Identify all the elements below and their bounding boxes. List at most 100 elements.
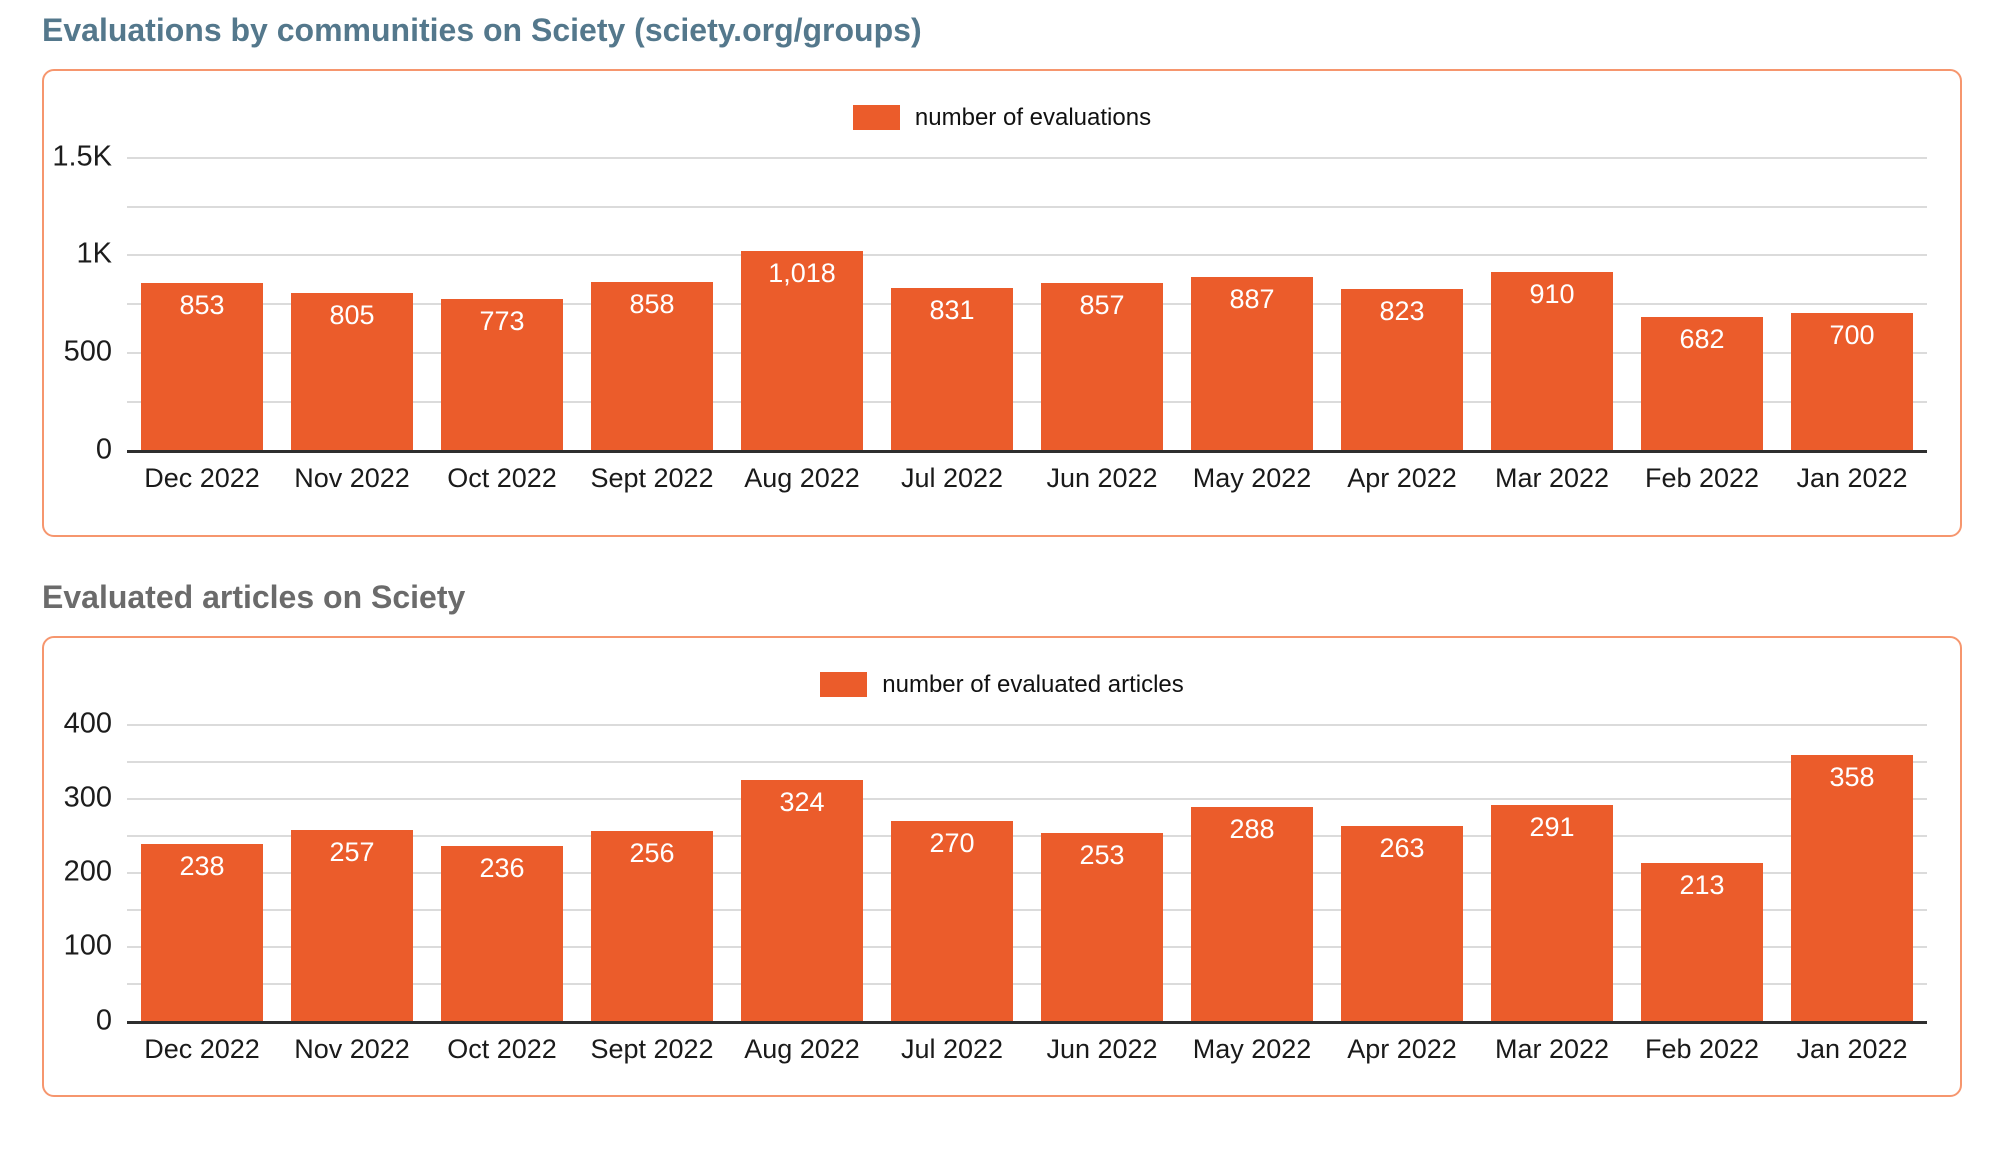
bar-value-label: 270 <box>929 827 975 858</box>
bars-area: 0 100 200 300 400 238 257 236 256 324 270 253 288 263… <box>64 709 1927 1035</box>
gridline <box>127 909 1927 912</box>
gridline <box>127 834 1927 837</box>
evaluations-chart: number of evaluations 0 500 1K 1.5K 853 805 77… <box>42 68 1962 537</box>
x-tick-label: Oct 2022 <box>447 1033 557 1064</box>
bar-value-label: 682 <box>1679 323 1725 354</box>
y-tick-label: 0 <box>95 433 112 466</box>
bar-value-label: 805 <box>329 299 375 330</box>
bar-value-label: 853 <box>179 289 225 320</box>
bar-mar-2022: 910 <box>1491 271 1613 450</box>
bar-value-label: 887 <box>1229 283 1275 314</box>
gridline <box>127 205 1927 208</box>
bar-aug-2022: 324 <box>741 779 863 1021</box>
evaluated-articles-legend: number of evaluated articles <box>44 670 1960 698</box>
y-tick-label: 100 <box>63 929 112 962</box>
bar-value-label: 700 <box>1829 319 1875 350</box>
bar-dec-2022: 853 <box>141 282 263 450</box>
bar-jun-2022: 857 <box>1041 282 1163 450</box>
x-tick-label: Jul 2022 <box>900 462 1004 493</box>
bar-feb-2022: 682 <box>1641 316 1763 450</box>
bar-may-2022: 887 <box>1191 276 1313 450</box>
bar-dec-2022: 238 <box>141 843 263 1021</box>
x-tick-label: Nov 2022 <box>294 1033 410 1064</box>
bar-jun-2022: 253 <box>1041 832 1163 1021</box>
legend-swatch-icon <box>852 105 900 131</box>
gridline <box>127 400 1927 403</box>
legend-label: number of evaluations <box>914 103 1152 131</box>
y-tick-label: 200 <box>63 855 112 888</box>
x-tick-label: Nov 2022 <box>294 462 410 493</box>
x-tick-label: May 2022 <box>1192 462 1312 493</box>
gridline <box>127 946 1927 949</box>
bar-jul-2022: 270 <box>891 820 1013 1021</box>
gridline <box>127 983 1927 986</box>
bar-oct-2022: 773 <box>441 298 563 450</box>
bar-apr-2022: 263 <box>1341 825 1463 1021</box>
bar-value-label: 823 <box>1379 295 1425 326</box>
bars-area: 0 500 1K 1.5K 853 805 773 858 1,018 831 857 887 823 9… <box>52 142 1927 464</box>
x-tick-label: Oct 2022 <box>447 462 557 493</box>
y-tick-label: 400 <box>63 707 112 740</box>
bar-nov-2022: 805 <box>291 292 413 450</box>
x-tick-label: Aug 2022 <box>744 1033 860 1064</box>
bar-sept-2022: 858 <box>591 281 713 450</box>
x-tick-label: Dec 2022 <box>144 462 260 493</box>
bar-value-label: 324 <box>779 786 825 817</box>
x-tick-label: Dec 2022 <box>144 1033 260 1064</box>
x-tick-label: Jan 2022 <box>1796 462 1908 493</box>
x-tick-label: Jan 2022 <box>1796 1033 1908 1064</box>
gridline <box>127 156 1927 159</box>
bar-value-label: 257 <box>329 836 375 867</box>
bar-value-label: 253 <box>1079 839 1125 870</box>
y-tick-label: 500 <box>63 335 112 368</box>
bar-value-label: 238 <box>179 850 225 881</box>
bar-apr-2022: 823 <box>1341 288 1463 450</box>
gridline <box>127 760 1927 763</box>
x-tick-label: Jul 2022 <box>900 1033 1004 1064</box>
y-tick-label: 1.5K <box>52 140 112 173</box>
y-tick-label: 1K <box>76 237 112 270</box>
gridline <box>127 723 1927 726</box>
bar-feb-2022: 213 <box>1641 862 1763 1021</box>
evaluated-articles-chart-title: Evaluated articles on Sciety <box>42 578 466 615</box>
evaluated-articles-chart: number of evaluated articles 0 100 200 300 4… <box>42 635 1962 1097</box>
bar-value-label: 857 <box>1079 289 1125 320</box>
bar-may-2022: 288 <box>1191 806 1313 1021</box>
bar-value-label: 263 <box>1379 832 1425 863</box>
legend-swatch-icon <box>820 672 868 698</box>
evaluations-plot: 0 500 1K 1.5K 853 805 773 858 1,018 831 857 887 823 9… <box>52 142 1927 494</box>
bar-value-label: 288 <box>1229 813 1275 844</box>
x-tick-label: Jun 2022 <box>1046 1033 1158 1064</box>
bar-value-label: 858 <box>629 288 675 319</box>
bar-oct-2022: 236 <box>441 845 563 1021</box>
y-tick-label: 300 <box>63 781 112 814</box>
bar-value-label: 358 <box>1829 761 1875 792</box>
x-tick-label: Sept 2022 <box>590 462 714 493</box>
bar-value-label: 291 <box>1529 811 1575 842</box>
bar-sept-2022: 256 <box>591 830 713 1021</box>
x-tick-label: Jun 2022 <box>1046 462 1158 493</box>
evaluated-articles-plot: 0 100 200 300 400 238 257 236 256 324 270 253 288 263… <box>64 709 1927 1065</box>
bar-value-label: 236 <box>479 852 525 883</box>
bar-jan-2022: 358 <box>1791 754 1913 1021</box>
bar-nov-2022: 257 <box>291 829 413 1021</box>
x-tick-label: Mar 2022 <box>1494 462 1610 493</box>
bar-value-label: 910 <box>1529 278 1575 309</box>
x-axis-labels: Dec 2022 Nov 2022 Oct 2022 Sept 2022 Aug 202… <box>127 463 1927 494</box>
gridline <box>127 797 1927 800</box>
bar-value-label: 256 <box>629 837 675 868</box>
x-tick-label: Mar 2022 <box>1494 1033 1610 1064</box>
bar-value-label: 213 <box>1679 869 1725 900</box>
bar-value-label: 831 <box>929 294 975 325</box>
bar-value-label: 1,018 <box>768 257 836 288</box>
legend-label: number of evaluated articles <box>882 670 1184 698</box>
evaluations-legend: number of evaluations <box>44 103 1960 131</box>
x-tick-label: May 2022 <box>1192 1033 1312 1064</box>
gridline <box>127 254 1927 257</box>
x-tick-label: Feb 2022 <box>1644 1033 1760 1064</box>
x-tick-label: Apr 2022 <box>1347 462 1457 493</box>
bar-jul-2022: 831 <box>891 287 1013 450</box>
bar-aug-2022: 1,018 <box>741 250 863 450</box>
x-tick-label: Feb 2022 <box>1644 462 1760 493</box>
